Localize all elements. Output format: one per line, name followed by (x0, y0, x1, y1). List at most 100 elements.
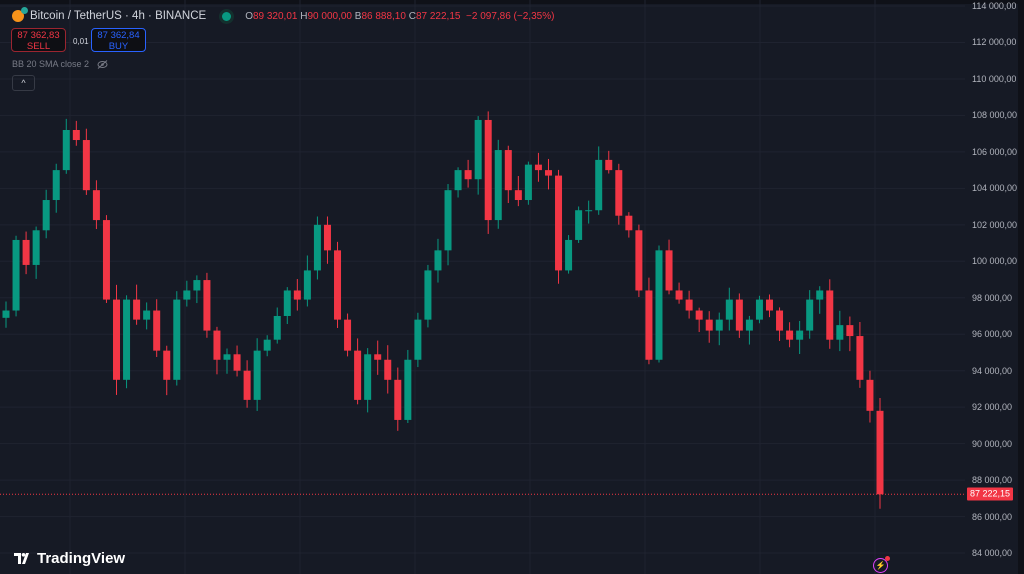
candle-down (153, 310, 161, 351)
price-axis-tick-label: 110 000,00 (972, 73, 1017, 84)
logo-text: TradingView (37, 550, 126, 567)
candle-down (92, 190, 100, 221)
symbol-header: Bitcoin / TetherUS · 4h · BINANCE O89 32… (12, 7, 554, 22)
candle-up (62, 129, 70, 171)
open-value: 89 320,01 (252, 10, 298, 22)
sell-button[interactable]: 87 362,83 SELL (11, 28, 66, 52)
candle-down (323, 224, 331, 251)
buy-button[interactable]: 87 362,84 BUY (91, 28, 146, 52)
eye-crossed-icon[interactable] (97, 59, 108, 69)
candle-up (595, 159, 603, 211)
sell-price: 87 362,83 (17, 30, 60, 41)
candle-down (826, 290, 834, 340)
candle-up (223, 354, 231, 360)
candle-up (474, 119, 482, 180)
candle-down (374, 354, 382, 360)
candle-up (303, 270, 311, 300)
high-label: H (300, 10, 308, 22)
candle-up (32, 230, 40, 265)
candle-down (384, 359, 392, 380)
tradingview-logo-icon (14, 553, 29, 564)
candle-down (464, 170, 472, 180)
price-axis-tick-label: 88 000,00 (972, 475, 1013, 486)
bitcoin-icon (12, 7, 28, 22)
indicator-legend[interactable]: BB 20 SMA close 2 (12, 59, 108, 69)
low-value: 86 888,10 (361, 10, 406, 22)
candle-up (143, 310, 151, 320)
candle-down (72, 129, 80, 141)
close-value: 87 222,15 (415, 10, 461, 22)
price-axis-tick-label: 102 000,00 (972, 219, 1018, 230)
candle-down (504, 150, 512, 191)
tradingview-logo[interactable]: TradingView (14, 550, 125, 567)
candle-down (635, 230, 643, 291)
candle-up (173, 299, 181, 380)
price-axis-tick-label: 94 000,00 (972, 365, 1013, 376)
candle-up (836, 325, 844, 340)
collapse-legend-button[interactable]: ^ (12, 75, 35, 91)
price-axis-tick-label: 96 000,00 (972, 329, 1013, 340)
buy-label: BUY (108, 41, 129, 52)
buy-price: 87 362,84 (97, 30, 140, 41)
candle-up (2, 310, 10, 318)
candle-down (344, 319, 352, 351)
candle-down (334, 250, 342, 320)
candle-down (203, 280, 211, 331)
candle-up (404, 359, 412, 420)
candle-up (183, 290, 191, 300)
candle-up (806, 299, 814, 331)
candle-up (42, 200, 50, 231)
price-axis-tick-label: 114 000,00 (972, 1, 1017, 11)
sell-label: SELL (26, 41, 51, 52)
candle-up (494, 150, 502, 221)
candle-down (133, 299, 141, 320)
candle-down (625, 215, 633, 231)
candle-down (645, 290, 653, 360)
candle-up (313, 224, 321, 271)
candle-up (253, 350, 261, 400)
candle-down (705, 319, 713, 331)
candle-down (866, 379, 874, 411)
price-axis-tick-label: 108 000,00 (972, 110, 1018, 121)
candle-up (655, 250, 663, 360)
price-axis-tick-label: 98 000,00 (972, 292, 1013, 303)
candle-up (424, 270, 432, 320)
ohlc-values: O89 320,01 H90 000,00 B86 888,10 C87 222… (245, 11, 554, 22)
candle-up (283, 290, 291, 316)
last-price-label: 87 222,15 (967, 487, 1013, 501)
candle-down (354, 350, 362, 400)
candle-up (454, 170, 462, 191)
price-axis-tick-label: 90 000,00 (972, 438, 1013, 449)
candle-down (484, 119, 492, 221)
low-label: B (354, 10, 362, 22)
symbol-title[interactable]: Bitcoin / TetherUS · 4h · BINANCE (30, 10, 207, 22)
price-axis-tick-label: 84 000,00 (972, 548, 1013, 559)
candle-down (22, 239, 30, 265)
lightning-icon[interactable]: ⚡ (873, 556, 890, 573)
candle-up (123, 299, 131, 380)
candle-up (444, 190, 452, 251)
candle-down (102, 220, 110, 300)
candle-up (796, 330, 804, 340)
price-axis-tick-label: 112 000,00 (972, 37, 1017, 48)
candle-up (816, 290, 824, 300)
candle-down (786, 330, 794, 340)
candle-up (725, 299, 733, 320)
candle-down (113, 299, 121, 380)
candle-down (695, 310, 703, 320)
open-label: O (245, 10, 253, 22)
candle-down (293, 290, 301, 300)
price-axis-tick-label: 100 000,00 (972, 256, 1018, 267)
candle-up (12, 239, 20, 311)
candle-down (675, 290, 683, 300)
candle-down (555, 175, 563, 271)
candle-down (876, 410, 884, 495)
candle-down (163, 350, 171, 380)
candle-down (765, 299, 773, 311)
candle-down (394, 379, 402, 420)
candle-down (544, 170, 552, 176)
candle-down (735, 299, 743, 331)
candle-down (233, 354, 241, 371)
high-value: 90 000,00 (307, 10, 352, 22)
